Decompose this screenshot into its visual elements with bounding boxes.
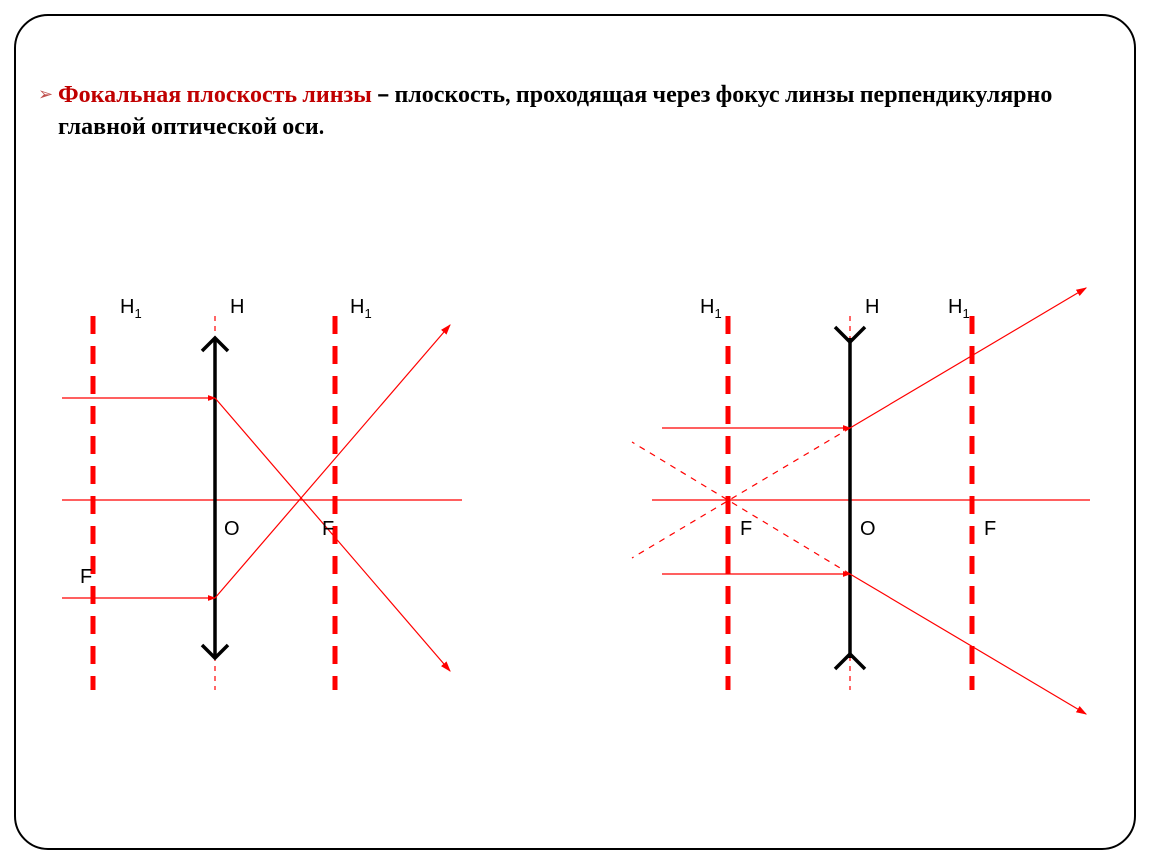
label-O: O xyxy=(860,518,876,541)
label-H: H xyxy=(230,296,244,319)
label-FR: F xyxy=(984,518,996,541)
label-H: H xyxy=(865,296,879,319)
label-FR: F xyxy=(322,518,334,541)
label-H1R: H1 xyxy=(948,296,970,321)
label-H1L: H1 xyxy=(700,296,722,321)
label-H1L: H1 xyxy=(120,296,142,321)
label-FL: F xyxy=(740,518,752,541)
label-FL: F xyxy=(80,566,92,589)
label-O: O xyxy=(224,518,240,541)
label-H1R: H1 xyxy=(350,296,372,321)
diagram-canvas xyxy=(0,0,1150,864)
